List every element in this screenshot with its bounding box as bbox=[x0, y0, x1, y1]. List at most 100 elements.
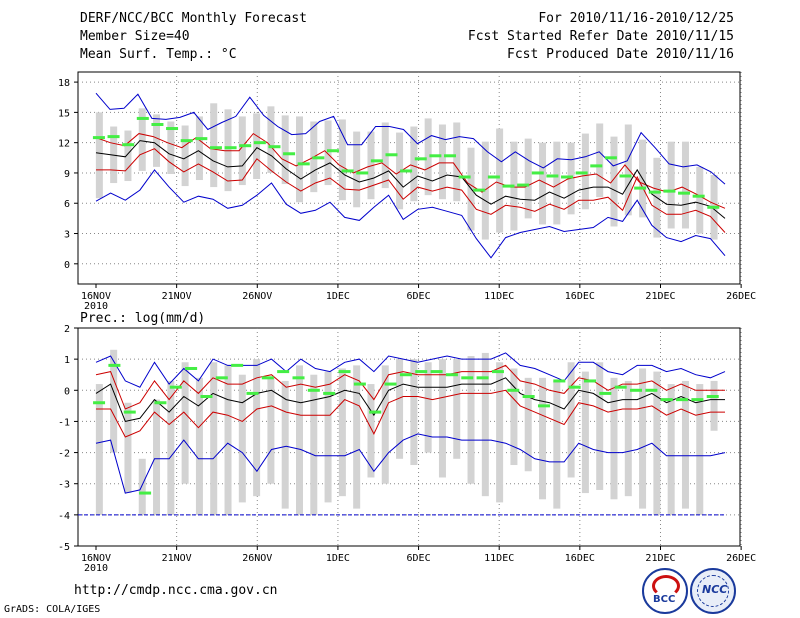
ncc-logo-icon: NCC bbox=[690, 568, 736, 614]
prec-marker bbox=[154, 401, 167, 405]
prec-range-box bbox=[181, 362, 189, 484]
header-start-date: Fcst Started Refer Date 2010/11/15 bbox=[467, 29, 734, 44]
prec-y-tick-label: -3 bbox=[58, 480, 70, 491]
precipitation-panel: -5 -4 -3 -2 -1 0 1 2 16NOV 21NOV 26NOV 1DEC 6DEC 11DE… bbox=[58, 324, 756, 574]
footer-credit: GrADS: COLA/IGES bbox=[4, 604, 101, 615]
prec-range-box bbox=[138, 458, 146, 515]
prec-marker bbox=[507, 388, 520, 392]
temp-marker bbox=[224, 146, 237, 150]
prec-marker bbox=[461, 376, 474, 380]
prec-marker bbox=[139, 491, 152, 495]
prec-marker bbox=[522, 395, 535, 399]
temp-marker bbox=[604, 156, 617, 160]
prec-range-box bbox=[596, 362, 604, 490]
temp-series-ensemble-max bbox=[95, 92, 726, 185]
prec-x-tick-label: 16NOV bbox=[81, 553, 111, 564]
temp-marker bbox=[341, 169, 354, 173]
temp-marker bbox=[370, 159, 383, 163]
temp-x-tick-label: 16NOV bbox=[81, 291, 111, 302]
temp-marker bbox=[356, 171, 369, 175]
temp-range-box bbox=[281, 115, 289, 185]
temp-range-box bbox=[596, 123, 604, 198]
temp-marker bbox=[400, 169, 413, 173]
temp-series-ensemble-min bbox=[95, 169, 726, 259]
prec-range-box bbox=[539, 377, 547, 500]
temp-x-tick-label: 16DEC bbox=[565, 291, 595, 302]
prec-x-year-label: 2010 bbox=[84, 563, 108, 574]
prec-marker bbox=[323, 391, 336, 395]
temp-marker bbox=[487, 175, 500, 179]
temp-marker bbox=[692, 194, 705, 198]
prec-range-box bbox=[324, 371, 332, 503]
prec-marker bbox=[200, 395, 213, 399]
temp-x-tick-label: 11DEC bbox=[484, 291, 514, 302]
temp-range-box bbox=[124, 130, 132, 182]
temp-range-box bbox=[410, 126, 418, 202]
prec-range-box bbox=[410, 359, 418, 466]
temp-range-box bbox=[424, 118, 432, 196]
prec-marker bbox=[537, 404, 550, 408]
prec-x-tick-label: 11DEC bbox=[484, 553, 514, 564]
prec-marker bbox=[384, 382, 397, 386]
prec-range-box bbox=[195, 377, 203, 515]
temp-range-box bbox=[681, 141, 689, 229]
temp-y-tick-label: 15 bbox=[58, 108, 70, 119]
temp-marker bbox=[429, 154, 442, 158]
prec-range-box bbox=[567, 362, 575, 478]
prec-marker bbox=[307, 388, 320, 392]
prec-range-box bbox=[553, 380, 561, 509]
temp-marker bbox=[297, 162, 310, 166]
prec-range-box bbox=[653, 371, 661, 515]
temp-marker bbox=[268, 145, 281, 149]
prec-marker bbox=[369, 410, 382, 414]
temp-range-box bbox=[381, 122, 389, 189]
prec-range-box bbox=[424, 362, 432, 453]
temp-range-box bbox=[210, 103, 218, 188]
prec-series-ensemble-mean bbox=[95, 377, 725, 422]
temp-range-box bbox=[453, 122, 461, 202]
temp-marker bbox=[575, 171, 588, 175]
prec-marker bbox=[292, 376, 305, 380]
prec-range-box bbox=[610, 377, 618, 500]
temp-range-box bbox=[267, 106, 275, 173]
prec-range-box bbox=[295, 365, 303, 515]
header-title: DERF/NCC/BCC Monthly Forecast bbox=[80, 11, 307, 26]
temperature-panel: 0 3 6 9 12 15 18 16NOV 21NOV 26NOV 1DEC 6DEC 11DEC 16… bbox=[58, 71, 756, 312]
bcc-logo-icon: BCC bbox=[642, 568, 688, 614]
prec-marker bbox=[261, 376, 274, 380]
prec-range-box bbox=[510, 368, 518, 466]
prec-range-box bbox=[710, 380, 718, 431]
prec-marker bbox=[215, 376, 228, 380]
prec-range-box bbox=[581, 371, 589, 494]
footer-url[interactable]: http://cmdp.ncc.cma.gov.cn bbox=[74, 583, 278, 598]
temp-marker bbox=[312, 156, 325, 160]
prec-marker bbox=[338, 370, 351, 374]
temp-marker bbox=[590, 164, 603, 168]
temp-range-box bbox=[195, 116, 203, 181]
temp-marker bbox=[92, 136, 105, 140]
prec-range-box bbox=[153, 399, 161, 515]
temp-range-box bbox=[696, 166, 704, 234]
temp-marker bbox=[678, 191, 691, 195]
prec-range-box bbox=[367, 384, 375, 478]
prec-marker bbox=[491, 370, 504, 374]
prec-series-mean-1-std bbox=[95, 364, 725, 410]
prec-marker bbox=[706, 395, 719, 399]
temp-range-box bbox=[438, 124, 446, 200]
temp-series-mean-1-std bbox=[95, 132, 726, 209]
prec-marker bbox=[123, 410, 136, 414]
temp-range-box bbox=[181, 125, 189, 187]
prec-x-tick-label: 1DEC bbox=[326, 553, 350, 564]
temp-y-tick-label: 0 bbox=[64, 260, 70, 271]
temp-range-box bbox=[238, 116, 246, 186]
temp-range-box bbox=[138, 108, 146, 171]
temp-marker bbox=[473, 188, 486, 192]
prec-range-box bbox=[281, 380, 289, 509]
header-period: For 2010/11/16-2010/12/25 bbox=[538, 11, 734, 26]
prec-y-tick-label: -4 bbox=[58, 511, 70, 522]
temp-marker bbox=[136, 116, 149, 120]
temp-marker bbox=[180, 139, 193, 143]
prec-marker bbox=[430, 370, 443, 374]
prec-range-box bbox=[238, 374, 246, 503]
temp-range-box bbox=[324, 120, 332, 186]
